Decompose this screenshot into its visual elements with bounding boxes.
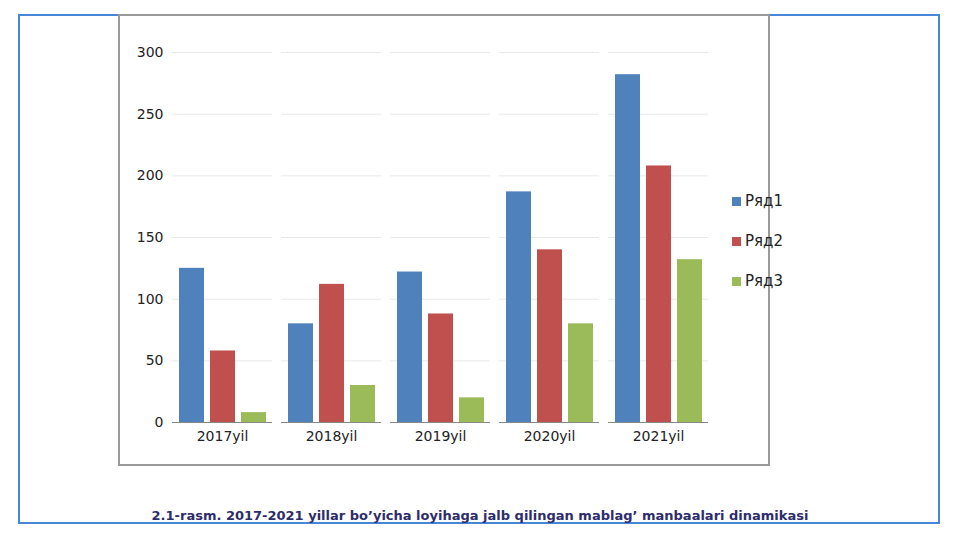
- svg-text:2021yil: 2021yil: [633, 428, 685, 444]
- html-text:Ряд3: Ряд3: [745, 272, 783, 290]
- svg-text:300: 300: [137, 44, 164, 60]
- html-text:Ряд1: Ряд1: [745, 192, 783, 210]
- svg-text:200: 200: [137, 167, 164, 183]
- html-text:2.1-rasm. 2017-2021 yillar bo’: 2.1-rasm. 2017-2021 yillar bo’yicha loyi…: [151, 508, 809, 523]
- svg-text:50: 50: [146, 352, 164, 368]
- svg-text:2019yil: 2019yil: [415, 428, 467, 444]
- html-text:Ряд2: Ряд2: [745, 232, 783, 250]
- svg-text:2017yil: 2017yil: [197, 428, 249, 444]
- svg-text:2020yil: 2020yil: [524, 428, 576, 444]
- svg-text:150: 150: [137, 229, 164, 245]
- svg-text:0: 0: [155, 414, 164, 430]
- svg-text:2018yil: 2018yil: [306, 428, 358, 444]
- svg-text:100: 100: [137, 291, 164, 307]
- svg-text:250: 250: [137, 106, 164, 122]
